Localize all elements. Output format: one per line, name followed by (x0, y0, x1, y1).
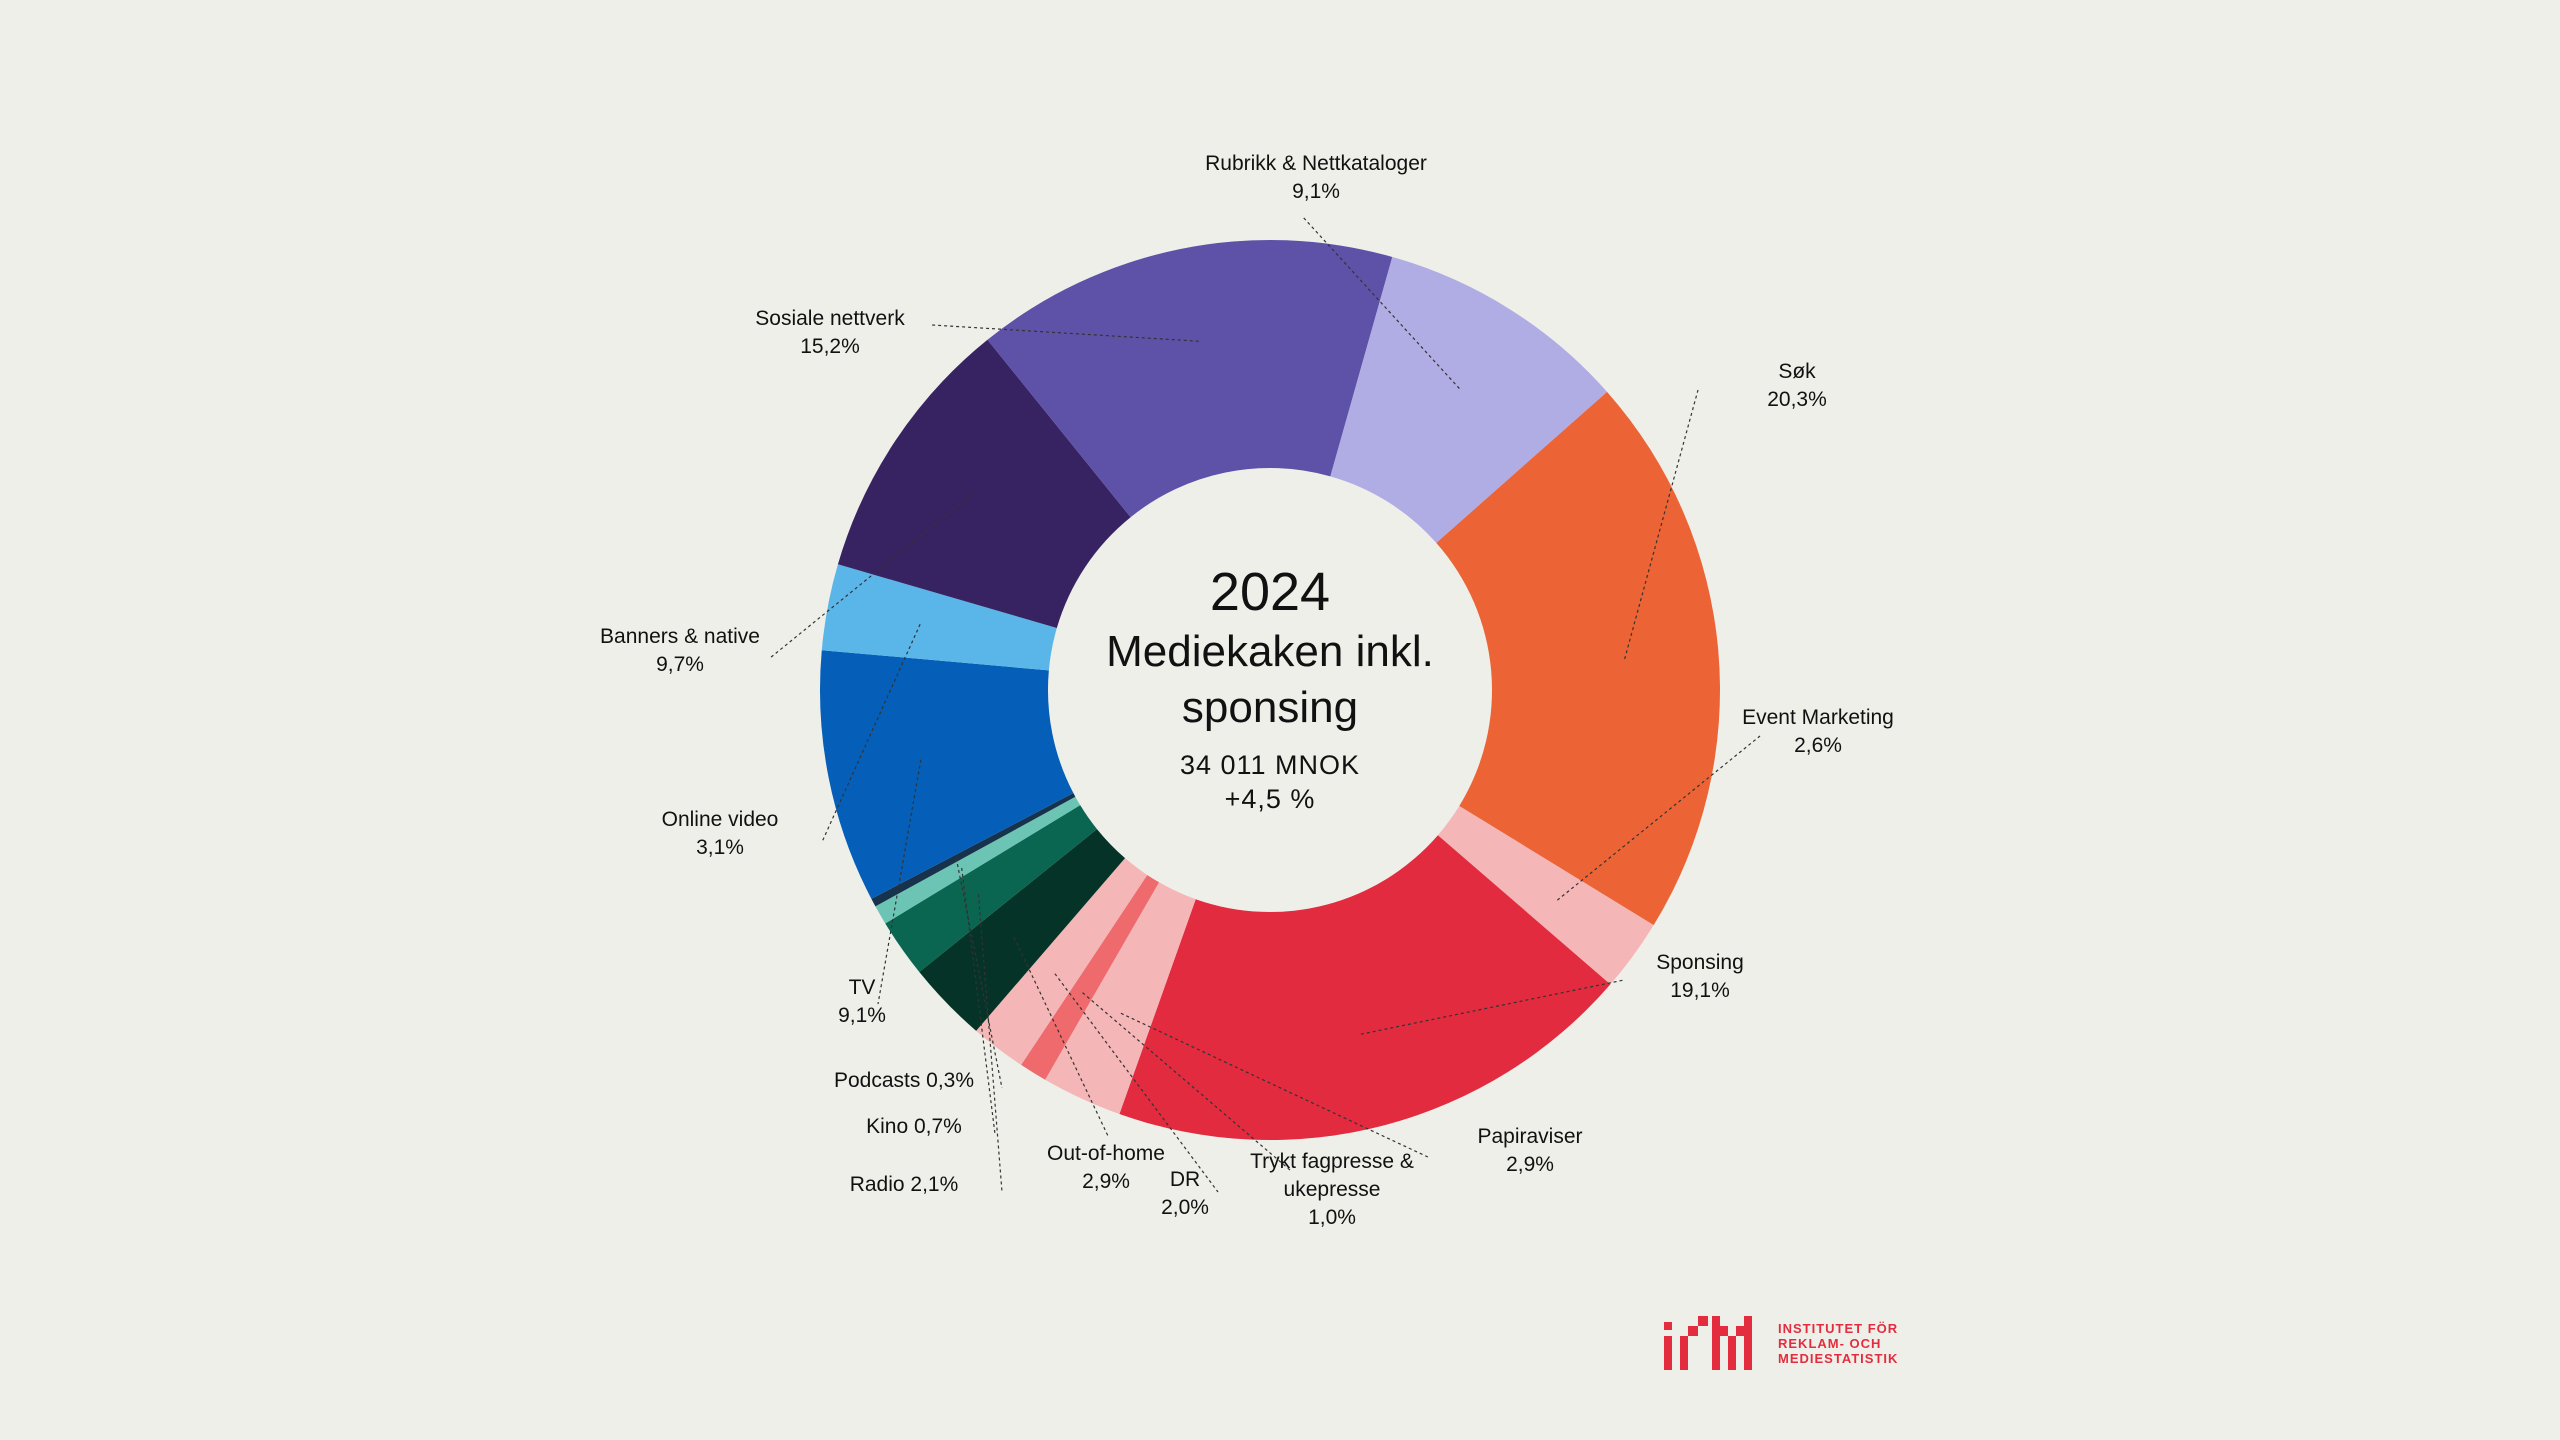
leader-sponsing (1360, 979, 1625, 1035)
label-line: TV (849, 976, 876, 999)
slice-søk (1436, 391, 1721, 926)
label-podcasts: Podcasts 0,3% (834, 1069, 974, 1092)
label-line: Papiraviser (1477, 1125, 1582, 1148)
slice-sosiale-nettverk (987, 240, 1393, 518)
leader-tv (877, 759, 922, 1005)
label-line: DR (1170, 1168, 1200, 1191)
leader-banners-and-native (769, 492, 975, 659)
irm-logo: INSTITUTET FÖR REKLAM- OCH MEDIESTATISTI… (1664, 1316, 1898, 1370)
label-sponsing: Sponsing 19,1% (1656, 951, 1744, 1002)
label-line: 3,1% (696, 836, 744, 859)
label-line: 2,9% (1082, 1170, 1130, 1193)
label-søk: Søk 20,3% (1767, 360, 1827, 411)
label-out-of-home: Out-of-home 2,9% (1047, 1142, 1165, 1193)
label-kino: Kino 0,7% (866, 1115, 962, 1138)
label-line: 1,0% (1308, 1206, 1356, 1229)
irm-logo-mark (1664, 1316, 1752, 1370)
leader-radio (977, 894, 1003, 1193)
leader-papiraviser (1120, 1012, 1431, 1159)
label-line: Banners & native (600, 625, 760, 648)
irm-logo-text: INSTITUTET FÖR REKLAM- OCH MEDIESTATISTI… (1778, 1321, 1898, 1366)
slice-dr (976, 858, 1148, 1065)
leader-søk (1624, 389, 1699, 660)
label-line: Trykt fagpresse & (1250, 1150, 1414, 1173)
leader-out-of-home (1013, 937, 1109, 1137)
label-line: 9,1% (1292, 180, 1340, 203)
label-line: 19,1% (1670, 979, 1730, 1002)
label-line: Sosiale nettverk (755, 307, 905, 330)
label-line: Sponsing (1656, 951, 1744, 974)
leader-online-video (821, 623, 921, 843)
slice-tv (820, 650, 1074, 899)
label-line: Event Marketing (1742, 706, 1894, 729)
label-line: Podcasts 0,3% (834, 1069, 974, 1092)
leader-rubrikk-and-nettkataloger (1301, 215, 1460, 389)
label-dr: DR 2,0% (1161, 1168, 1209, 1219)
label-line: 15,2% (800, 335, 860, 358)
label-line: 2,0% (1161, 1196, 1209, 1219)
label-line: 9,7% (656, 653, 704, 676)
label-line: ukepresse (1284, 1178, 1381, 1201)
slice-podcasts (871, 793, 1076, 907)
slice-rubrikk-and-nettkataloger (1330, 256, 1608, 543)
leader-sosiale-nettverk (931, 324, 1199, 342)
label-banners-and-native: Banners & native 9,7% (600, 625, 760, 676)
slice-sponsing (1119, 835, 1611, 1140)
label-online-video: Online video 3,1% (662, 808, 779, 859)
chart-total: 34 011 MNOK (1179, 750, 1361, 780)
slice-papiraviser (1045, 882, 1196, 1115)
slice-trykt-fagpresse-and-ukepresse (1021, 874, 1160, 1080)
label-trykt-fagpresse-and-ukepresse: Trykt fagpresse & ukepresse 1,0% (1250, 1150, 1414, 1229)
label-radio: Radio 2,1% (850, 1173, 959, 1196)
chart-title: 2024 (1209, 562, 1331, 622)
label-papiraviser: Papiraviser 2,9% (1477, 1125, 1582, 1176)
label-line: 9,1% (838, 1004, 886, 1027)
label-line: Out-of-home (1047, 1142, 1165, 1165)
slice-banners-and-native (837, 339, 1131, 628)
donut-slices (820, 240, 1721, 1140)
logo-line-3: MEDIESTATISTIK (1778, 1350, 1899, 1366)
donut-center: 2024 Mediekaken inkl. sponsing 34 011 MN… (1040, 560, 1500, 816)
slice-event-marketing (1437, 806, 1654, 985)
label-line: Kino 0,7% (866, 1115, 962, 1138)
leader-event-marketing (1556, 735, 1761, 901)
slice-labels: Søk 20,3% Event Marketing 2,6% Sponsing 19,1%… (600, 152, 1894, 1229)
logo-line-1: INSTITUTET FÖR (1778, 1320, 1899, 1336)
slice-out-of-home (919, 829, 1126, 1031)
slice-radio (885, 805, 1097, 972)
label-line: 2,9% (1506, 1153, 1554, 1176)
label-line: Radio 2,1% (850, 1173, 959, 1196)
chart-subtitle: Mediekaken inkl. sponsing (1106, 627, 1434, 732)
label-rubrikk-and-nettkataloger: Rubrikk & Nettkataloger 9,1% (1205, 152, 1427, 203)
label-line: Søk (1778, 360, 1816, 383)
label-line: 2,6% (1794, 734, 1842, 757)
logo-line-2: REKLAM- OCH (1778, 1335, 1882, 1351)
label-tv: TV 9,1% (838, 976, 886, 1027)
label-line: Rubrikk & Nettkataloger (1205, 152, 1427, 175)
slice-kino (875, 796, 1081, 924)
label-event-marketing: Event Marketing 2,6% (1742, 706, 1894, 757)
slice-online-video (821, 564, 1057, 671)
label-sosiale-nettverk: Sosiale nettverk 15,2% (755, 307, 905, 358)
label-line: Online video (662, 808, 779, 831)
label-line: 20,3% (1767, 388, 1827, 411)
chart-change: +4,5 % (1224, 784, 1316, 814)
leader-lines (769, 215, 1761, 1193)
